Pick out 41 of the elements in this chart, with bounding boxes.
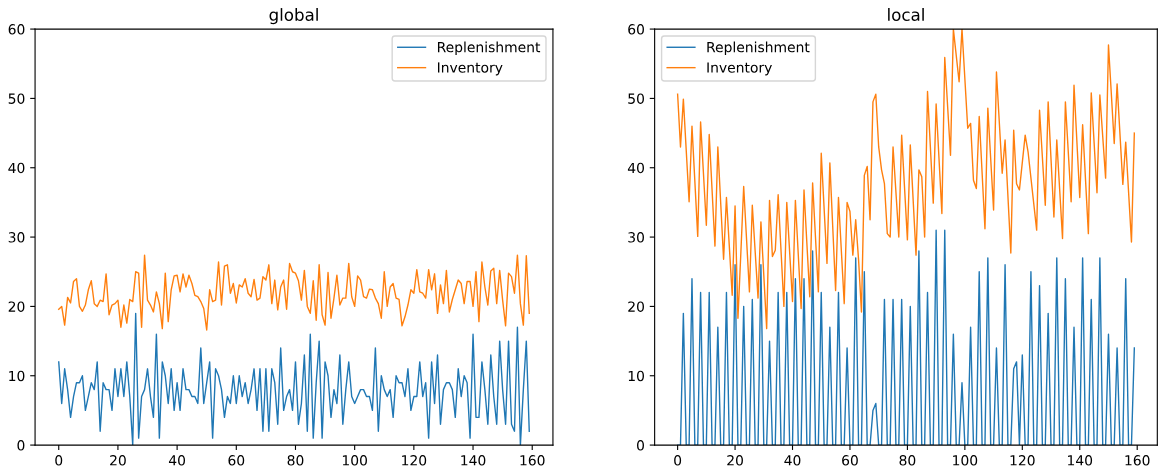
x-tick-label: 40 <box>168 455 186 466</box>
x-tick-label: 0 <box>674 455 682 466</box>
y-tick-label: 40 <box>8 162 25 174</box>
y-tick-label: 60 <box>8 24 25 35</box>
y-tick-label: 50 <box>8 93 25 104</box>
x-tick-label: 0 <box>55 455 63 466</box>
x-tick-label: 40 <box>784 455 801 466</box>
chart-title: global <box>269 8 318 25</box>
y-tick-label: 60 <box>628 24 644 35</box>
x-tick-label: 100 <box>342 455 367 466</box>
x-tick-label: 20 <box>727 455 743 466</box>
legend-label: Inventory <box>437 62 503 76</box>
x-tick-label: 20 <box>110 455 126 466</box>
x-tick-label: 140 <box>1068 455 1093 466</box>
line-series <box>58 254 530 331</box>
line-series <box>58 312 530 446</box>
line-series <box>676 29 1136 330</box>
x-tick-label: 120 <box>1010 455 1035 466</box>
chart-title: local <box>888 8 924 21</box>
legend-label: Replenishment <box>707 41 810 56</box>
x-tick-label: 160 <box>1125 455 1150 466</box>
x-tick-label: 120 <box>402 455 427 466</box>
y-tick-label: 10 <box>9 370 25 382</box>
legend-label: Inventory <box>707 62 772 76</box>
y-tick-label: 20 <box>628 301 644 312</box>
y-tick-label: 30 <box>8 232 25 243</box>
y-tick-label: 30 <box>628 232 644 243</box>
y-tick-label: 10 <box>628 370 644 382</box>
legend-label: Replenishment <box>437 41 541 56</box>
y-tick-label: 50 <box>628 93 644 104</box>
y-tick-label: 20 <box>8 301 25 312</box>
x-tick-label: 160 <box>520 455 545 466</box>
y-tick-label: 0 <box>637 440 644 451</box>
x-tick-label: 60 <box>842 455 858 466</box>
x-tick-label: 80 <box>287 455 304 466</box>
x-tick-label: 80 <box>899 455 916 466</box>
x-tick-label: 140 <box>461 455 486 466</box>
y-tick-label: 0 <box>17 440 25 451</box>
x-tick-label: 100 <box>953 455 978 466</box>
y-tick-label: 40 <box>627 162 644 174</box>
x-tick-label: 60 <box>228 455 245 466</box>
